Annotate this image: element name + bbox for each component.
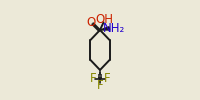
Polygon shape — [100, 27, 110, 30]
Text: F: F — [103, 72, 110, 85]
Text: NH₂: NH₂ — [103, 22, 125, 35]
Text: O: O — [86, 16, 96, 30]
Text: F: F — [97, 79, 103, 92]
Text: F: F — [90, 72, 97, 85]
Text: OH: OH — [95, 14, 113, 26]
